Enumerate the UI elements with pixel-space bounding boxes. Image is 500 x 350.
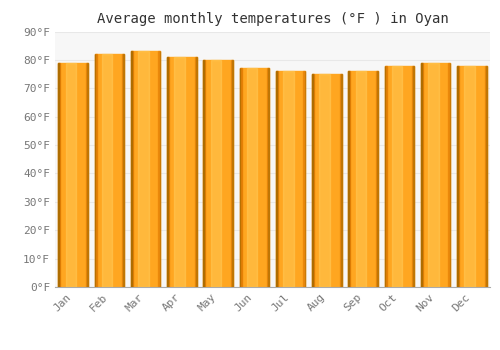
Bar [240,68,269,287]
Bar [58,63,59,287]
Bar [340,74,342,287]
Bar [392,65,402,287]
Bar [267,68,269,287]
Bar [304,71,306,287]
Bar [384,65,414,287]
Bar [348,71,378,287]
Title: Average monthly temperatures (°F ) in Oyan: Average monthly temperatures (°F ) in Oy… [96,12,448,26]
Bar [283,71,294,287]
Bar [194,57,196,287]
Bar [210,60,221,287]
Bar [276,71,278,287]
Bar [94,54,96,287]
Bar [457,65,459,287]
Bar [167,57,196,287]
Bar [247,68,258,287]
Bar [58,63,88,287]
Bar [131,51,133,287]
Bar [312,74,314,287]
Bar [204,60,233,287]
Bar [122,54,124,287]
Bar [376,71,378,287]
Bar [131,51,132,287]
Bar [240,68,242,287]
Bar [174,57,185,287]
Bar [131,51,160,287]
Bar [276,71,306,287]
Bar [94,54,96,287]
Bar [464,65,475,287]
Bar [348,71,349,287]
Bar [312,74,313,287]
Bar [304,71,306,287]
Bar [158,51,160,287]
Bar [384,65,386,287]
Bar [167,57,168,287]
Bar [231,60,233,287]
Bar [421,63,450,287]
Bar [421,63,422,287]
Bar [102,54,113,287]
Bar [66,63,76,287]
Bar [412,65,414,287]
Bar [268,68,269,287]
Bar [58,63,60,287]
Bar [421,63,423,287]
Bar [457,65,486,287]
Bar [484,65,486,287]
Bar [87,63,88,287]
Bar [138,51,148,287]
Bar [167,57,169,287]
Bar [312,74,342,287]
Bar [320,74,330,287]
Bar [86,63,88,287]
Bar [428,63,438,287]
Bar [94,54,124,287]
Bar [457,65,458,287]
Bar [341,74,342,287]
Bar [232,60,233,287]
Bar [356,71,366,287]
Bar [348,71,350,287]
Bar [448,63,450,287]
Bar [204,60,206,287]
Bar [377,71,378,287]
Bar [384,65,386,287]
